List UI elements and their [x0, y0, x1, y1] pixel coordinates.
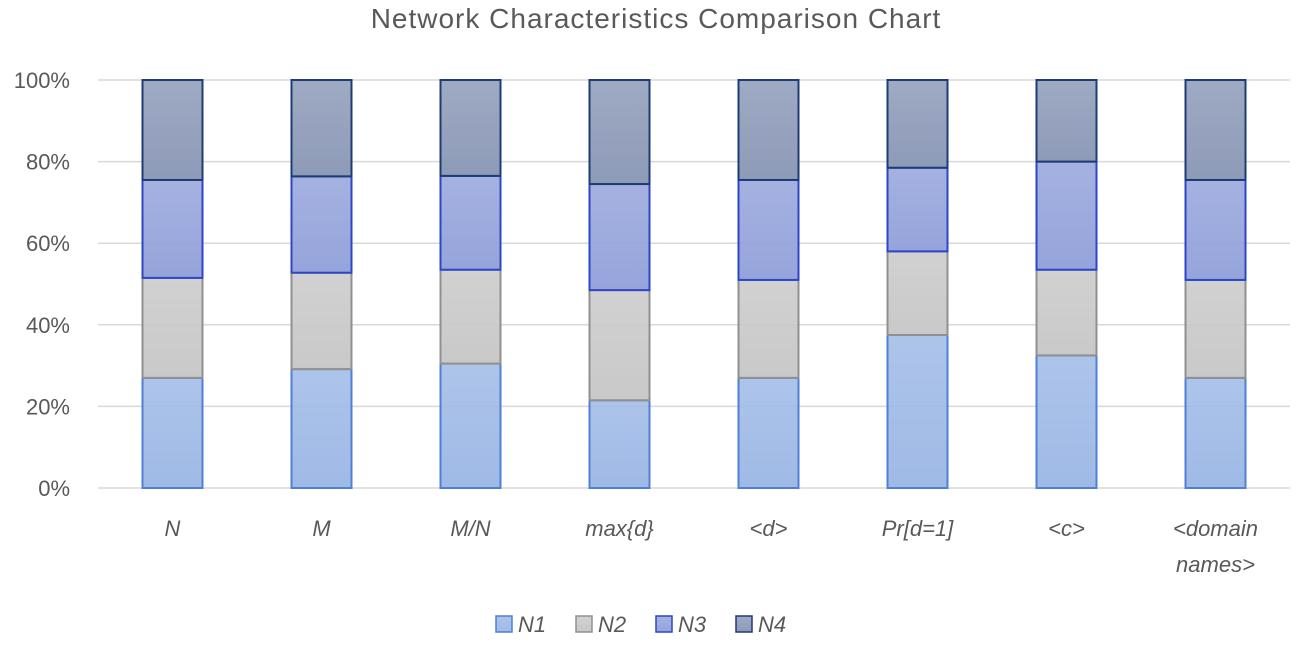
- x-tick-label: <c>: [1048, 516, 1085, 541]
- x-tick-label: M: [312, 516, 331, 541]
- legend-item-n4: N4: [735, 612, 786, 637]
- bar-stack: [1184, 79, 1247, 489]
- x-axis-ticks: N M M/N max{d} <d> Pr[d=1] <c> <domain names>: [165, 516, 1258, 577]
- legend-item-n3: N3: [655, 612, 707, 637]
- bar-segment-n1: [439, 362, 502, 489]
- chart-title: Network Characteristics Comparison Chart: [371, 3, 942, 34]
- bar-segment-n3: [141, 178, 204, 279]
- bar-segment-n1: [737, 376, 800, 489]
- y-tick-label: 80%: [26, 150, 70, 175]
- bar-segment-n1: [141, 376, 204, 489]
- bar-stack: [1035, 79, 1098, 489]
- legend-label: N3: [678, 612, 707, 637]
- bar-segment-n3: [1184, 178, 1247, 281]
- bar-segment-n3: [1035, 160, 1098, 271]
- bar-segment-n4: [1035, 79, 1098, 163]
- x-tick-label: M/N: [450, 516, 490, 541]
- bar-segment-n4: [1184, 79, 1247, 181]
- bar-segment-n2: [737, 278, 800, 379]
- legend-swatch: [575, 615, 593, 633]
- x-tick-label: N: [165, 516, 181, 541]
- bar-stack: [290, 79, 353, 489]
- bar-segment-n2: [588, 289, 651, 402]
- legend-label: N1: [518, 612, 546, 637]
- bar-segment-n1: [588, 399, 651, 489]
- bar-segment-n1: [1184, 376, 1247, 489]
- legend-item-n1: N1: [495, 612, 546, 637]
- bar-stack: [737, 79, 800, 489]
- bar-segment-n2: [1035, 268, 1098, 357]
- legend: N1 N2 N3 N4: [495, 612, 786, 637]
- bar-segment-n2: [141, 276, 204, 379]
- bar-segment-n3: [737, 178, 800, 281]
- y-tick-label: 20%: [26, 394, 70, 419]
- bar-segment-n4: [737, 79, 800, 181]
- y-tick-label: 40%: [26, 313, 70, 338]
- x-tick-label: <domain names>: [1173, 516, 1258, 577]
- legend-item-n2: N2: [575, 612, 626, 637]
- bar-segment-n2: [886, 250, 949, 336]
- x-tick-label: <d>: [750, 516, 788, 541]
- bar-stack: [886, 79, 949, 489]
- legend-swatch: [655, 615, 673, 633]
- bar-stack: [439, 79, 502, 489]
- legend-swatch: [735, 615, 753, 633]
- x-tick-label: max{d}: [585, 516, 654, 541]
- bars: [141, 79, 1247, 489]
- y-tick-label: 60%: [26, 231, 70, 256]
- bar-segment-n1: [886, 334, 949, 489]
- y-tick-label: 100%: [14, 68, 70, 93]
- bar-segment-n4: [439, 79, 502, 177]
- y-tick-label: 0%: [38, 476, 70, 501]
- bar-segment-n3: [886, 166, 949, 253]
- legend-swatch: [495, 615, 513, 633]
- bar-segment-n1: [290, 368, 353, 489]
- bar-segment-n2: [1184, 278, 1247, 379]
- bar-stack: [588, 79, 651, 489]
- bar-segment-n3: [290, 175, 353, 274]
- legend-label: N2: [598, 612, 626, 637]
- bar-segment-n3: [439, 174, 502, 271]
- bar-segment-n2: [439, 268, 502, 365]
- bar-stack: [141, 79, 204, 489]
- y-axis-ticks: 0% 20% 40% 60% 80% 100%: [14, 68, 70, 501]
- bar-segment-n4: [588, 79, 651, 186]
- bar-segment-n4: [141, 79, 204, 181]
- bar-segment-n2: [290, 271, 353, 371]
- bar-segment-n4: [886, 79, 949, 169]
- legend-label: N4: [758, 612, 786, 637]
- x-tick-label: Pr[d=1]: [882, 516, 954, 541]
- gridlines: [98, 79, 1290, 489]
- bar-segment-n4: [290, 79, 353, 178]
- bar-segment-n1: [1035, 354, 1098, 489]
- bar-segment-n3: [588, 183, 651, 292]
